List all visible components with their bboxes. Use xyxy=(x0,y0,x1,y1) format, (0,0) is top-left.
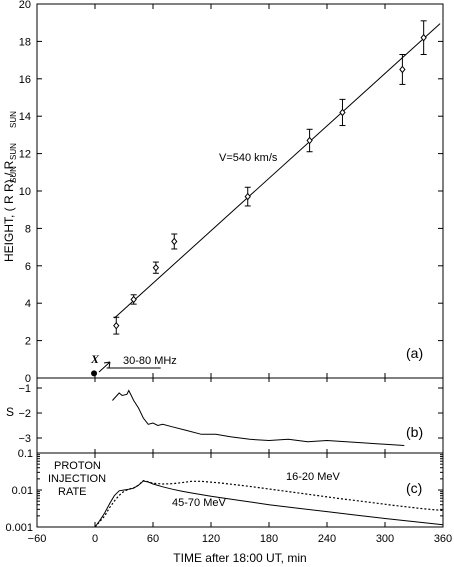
x-tick-label: 180 xyxy=(260,533,278,545)
panel-a-frame xyxy=(36,3,444,379)
panel-c-x-axis: −60 0 60 120 180 240 300 360 xyxy=(28,453,452,545)
panel-a-y-tick-label: 18 xyxy=(19,36,31,48)
panel-a-y-subscript-3: SUN xyxy=(9,166,18,183)
panel-b-y-axis-title: S xyxy=(6,405,14,419)
x-tick-label: 120 xyxy=(202,533,220,545)
panel-a-data-point xyxy=(399,65,406,74)
panel-a-x-marker-label: X xyxy=(90,352,100,366)
panel-a-y-tick-label: 10 xyxy=(19,186,31,198)
panel-c-title-line-2: INJECTION xyxy=(48,473,106,485)
panel-a-label: (a) xyxy=(406,345,423,361)
panel-c-title-line-1: PROTON xyxy=(54,460,101,472)
panel-a-y-axis-title: HEIGHT, ( R R) / R xyxy=(2,160,16,262)
panel-a-y-subscript-2: SUN xyxy=(9,111,18,128)
x-tick-label: −60 xyxy=(28,533,47,545)
panel-c-title: PROTON INJECTION RATE xyxy=(48,460,106,498)
panel-c-y-tick-label: 0.1 xyxy=(18,448,33,460)
panel-a-data-point xyxy=(306,136,313,145)
panel-c-series-16-20-mev-line xyxy=(94,479,444,528)
panel-a-y-tick-label: 6 xyxy=(25,261,31,273)
panel-a-fit-label: V=540 km/s xyxy=(219,152,278,164)
x-tick-label: 60 xyxy=(147,533,159,545)
panel-a-data-point xyxy=(152,263,160,272)
panel-a-y-tick-label: 8 xyxy=(25,223,31,235)
panel-c: 0.001 0.01 0.1 −60 0 60 120 180 240 300 360 PROTO… xyxy=(5,448,452,565)
panel-b: −1 −2 −3 S (b) xyxy=(6,377,444,454)
x-axis-title: TIME after 18:00 UT, min xyxy=(173,551,306,565)
panel-c-y-tick-label: 0.01 xyxy=(12,485,33,497)
x-tick-label: 0 xyxy=(92,533,98,545)
panel-a-x-marker-arrow xyxy=(98,361,111,373)
panel-b-series-line xyxy=(112,389,405,446)
panel-c-title-line-3: RATE xyxy=(58,486,87,498)
panel-a-data-point xyxy=(171,237,178,246)
panel-a-data-point xyxy=(420,33,427,42)
panel-a-y-tick-label: 4 xyxy=(25,298,31,310)
panel-a-y-subscript-1: SUN xyxy=(9,143,18,160)
panel-b-label: (b) xyxy=(406,424,423,440)
panel-a-data-point xyxy=(113,321,120,330)
panel-c-y-axis: 0.001 0.01 0.1 xyxy=(5,448,443,534)
panel-a-data-points xyxy=(113,20,427,335)
panel-b-frame xyxy=(36,377,444,454)
panel-b-x-ticks xyxy=(36,378,444,453)
panel-a-data-point xyxy=(244,192,251,201)
panel-a-data-point xyxy=(339,108,346,117)
panel-c-label: (c) xyxy=(406,480,422,496)
panel-a-y-tick-label: 14 xyxy=(19,111,31,123)
panel-a-y-tick-label: 12 xyxy=(19,149,31,161)
panel-a-y-tick-label: 0 xyxy=(25,373,31,385)
panel-a-y-axis-subscripts: SUN SUN SUN xyxy=(9,111,18,183)
panel-a: 0 2 4 6 8 10 12 14 16 18 20 V=540 km/s X 30-80 MHz… xyxy=(2,0,444,385)
x-tick-label: 240 xyxy=(318,533,336,545)
panel-a-y-tick-label: 20 xyxy=(19,0,31,11)
panel-c-series-16-20-mev-label: 16-20 MeV xyxy=(286,471,340,483)
panel-c-y-tick-label: 0.001 xyxy=(5,522,33,534)
panel-b-y-tick-label: −1 xyxy=(18,383,31,395)
panel-a-x-ticks xyxy=(36,4,444,378)
panel-a-y-axis-title-text: HEIGHT, ( R R) / R xyxy=(2,160,16,262)
panel-a-fit-line xyxy=(113,23,441,319)
panel-a-y-tick-label: 2 xyxy=(25,336,31,348)
panel-a-radio-burst-label: 30-80 MHz xyxy=(123,355,177,367)
panel-b-y-tick-label: −2 xyxy=(18,408,31,420)
panel-b-y-axis: −1 −2 −3 xyxy=(18,383,443,445)
panel-a-data-point xyxy=(130,295,137,304)
panel-c-series-45-70-mev-line xyxy=(94,480,444,528)
x-tick-label: 360 xyxy=(434,533,452,545)
panel-c-series-45-70-mev-label: 45-70 MeV xyxy=(172,497,226,509)
panel-a-x-marker-dot xyxy=(91,370,98,377)
panel-a-y-axis: 0 2 4 6 8 10 12 14 16 18 20 xyxy=(19,0,443,385)
panel-b-y-tick-label: −3 xyxy=(18,433,31,445)
x-tick-label: 300 xyxy=(376,533,394,545)
panel-a-y-tick-label: 16 xyxy=(19,74,31,86)
